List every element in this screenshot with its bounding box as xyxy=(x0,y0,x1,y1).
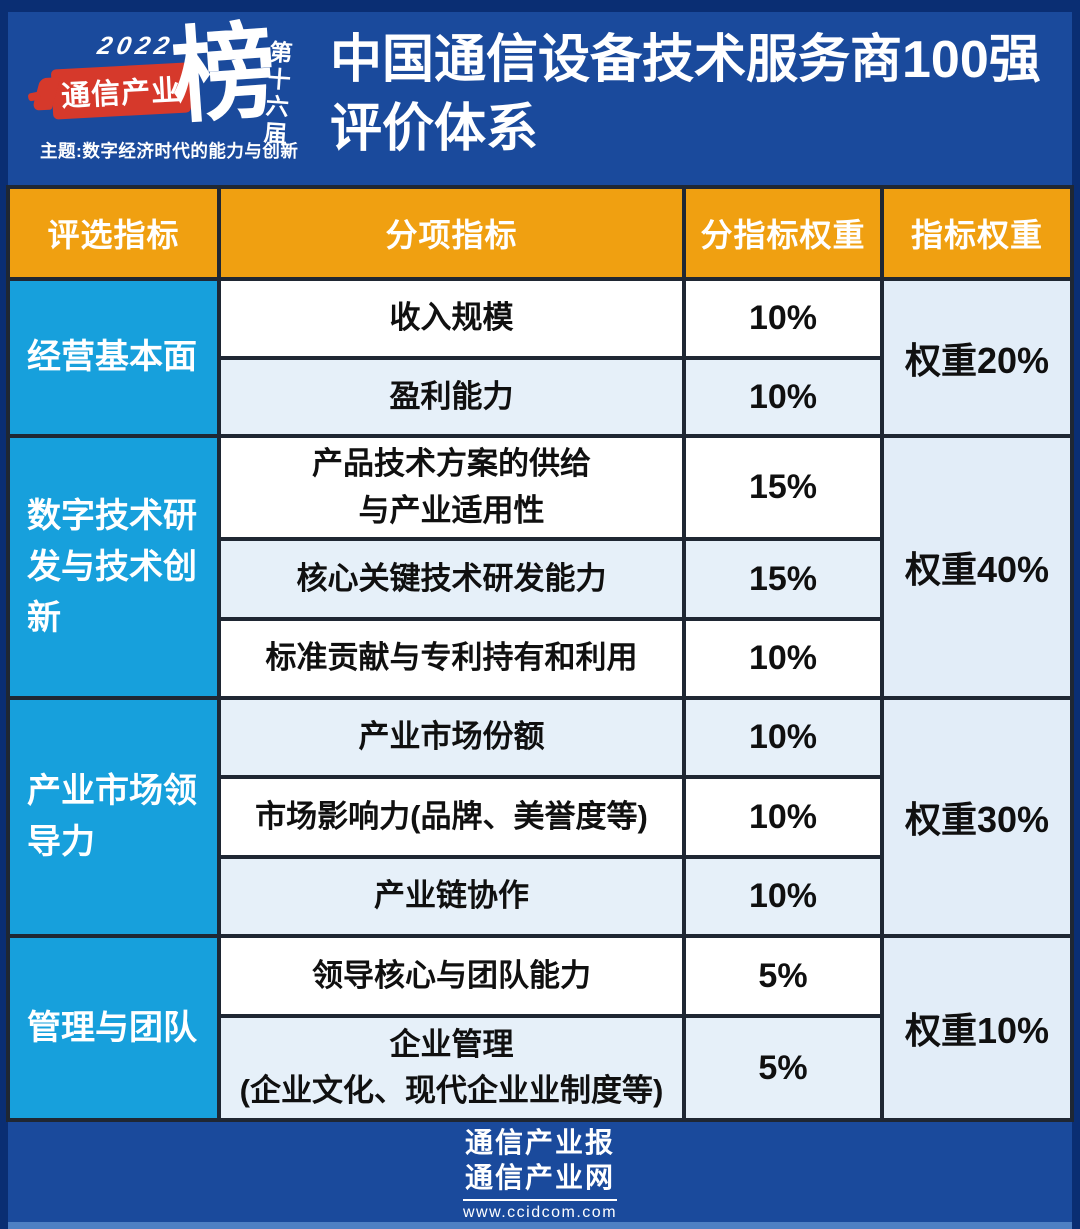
indicator-cell: 标准贡献与专利持有和利用 xyxy=(221,621,682,696)
footer-url: www.ccidcom.com xyxy=(462,1198,618,1222)
group-cell-management-team: 管理与团队 xyxy=(10,938,217,1118)
sub-weight-cell: 10% xyxy=(686,859,880,934)
brand-label: 通信产业 xyxy=(60,74,182,114)
column-header-sub-weight: 分指标权重 xyxy=(686,189,880,277)
group-weight-cell: 权重20% xyxy=(884,281,1070,434)
sub-weight-cell: 10% xyxy=(686,621,880,696)
group-cell-digital-rd-innovation: 数字技术研发与技术创新 xyxy=(10,438,217,696)
column-header-indicator-weight: 指标权重 xyxy=(884,189,1070,277)
footer-brand-line1: 通信产业报 xyxy=(464,1127,615,1159)
indicator-cell: 产业链协作 xyxy=(221,859,682,934)
evaluation-table: 评选指标 分项指标 分指标权重 指标权重 经营基本面 收入规模 10% 盈利能力… xyxy=(6,185,1074,1122)
indicator-cell: 企业管理 (企业文化、现代企业业制度等) xyxy=(221,1018,682,1118)
indicator-cell: 领导核心与团队能力 xyxy=(221,938,682,1014)
sub-weight-cell: 15% xyxy=(686,541,880,617)
event-logo: 2022 通信产业 榜 第十六届 主题:数字经济时代的能力与创新 xyxy=(30,15,330,180)
indicator-cell: 产品技术方案的供给 与产业适用性 xyxy=(221,438,682,537)
sub-weight-cell: 10% xyxy=(686,360,880,434)
indicator-cell: 收入规模 xyxy=(221,281,682,356)
sub-weight-cell: 15% xyxy=(686,438,880,537)
sub-weight-cell: 10% xyxy=(686,281,880,356)
group-cell-market-leadership: 产业市场领导力 xyxy=(10,700,217,934)
brand-banner: 通信产业 xyxy=(50,62,192,120)
indicator-cell: 盈利能力 xyxy=(221,360,682,434)
group-cell-business-fundamentals: 经营基本面 xyxy=(10,281,217,434)
bottom-accent-strip xyxy=(8,1222,1072,1229)
indicator-cell: 核心关键技术研发能力 xyxy=(221,541,682,617)
footer-brand-line2: 通信产业网 xyxy=(464,1161,615,1193)
group-weight-cell: 权重40% xyxy=(884,438,1070,696)
column-header-selection-indicator: 评选指标 xyxy=(10,189,217,277)
edition-label: 第十六届 xyxy=(259,39,292,149)
column-header-sub-indicator: 分项指标 xyxy=(221,189,682,277)
sub-weight-cell: 10% xyxy=(686,779,880,855)
header-band: 2022 通信产业 榜 第十六届 主题:数字经济时代的能力与创新 中国通信设备技… xyxy=(8,12,1072,185)
indicator-cell: 市场影响力(品牌、美誉度等) xyxy=(221,779,682,855)
group-weight-cell: 权重10% xyxy=(884,938,1070,1118)
year-label: 2022 xyxy=(95,32,177,60)
title-line-1: 中国通信设备技术服务商100强 xyxy=(330,31,1041,89)
indicator-cell: 产业市场份额 xyxy=(221,700,682,775)
theme-label: 主题:数字经济时代的能力与创新 xyxy=(40,141,299,161)
group-weight-cell: 权重30% xyxy=(884,700,1070,934)
title-line-2: 评价体系 xyxy=(330,99,539,158)
sub-weight-cell: 10% xyxy=(686,700,880,775)
page-title: 中国通信设备技术服务商100强 评价体系 xyxy=(330,26,1078,163)
sub-weight-cell: 5% xyxy=(686,1018,880,1118)
footer-brand: 通信产业报 通信产业网 xyxy=(465,1126,615,1194)
sub-weight-cell: 5% xyxy=(686,938,880,1014)
footer: 通信产业报 通信产业网 www.ccidcom.com xyxy=(8,1126,1072,1222)
